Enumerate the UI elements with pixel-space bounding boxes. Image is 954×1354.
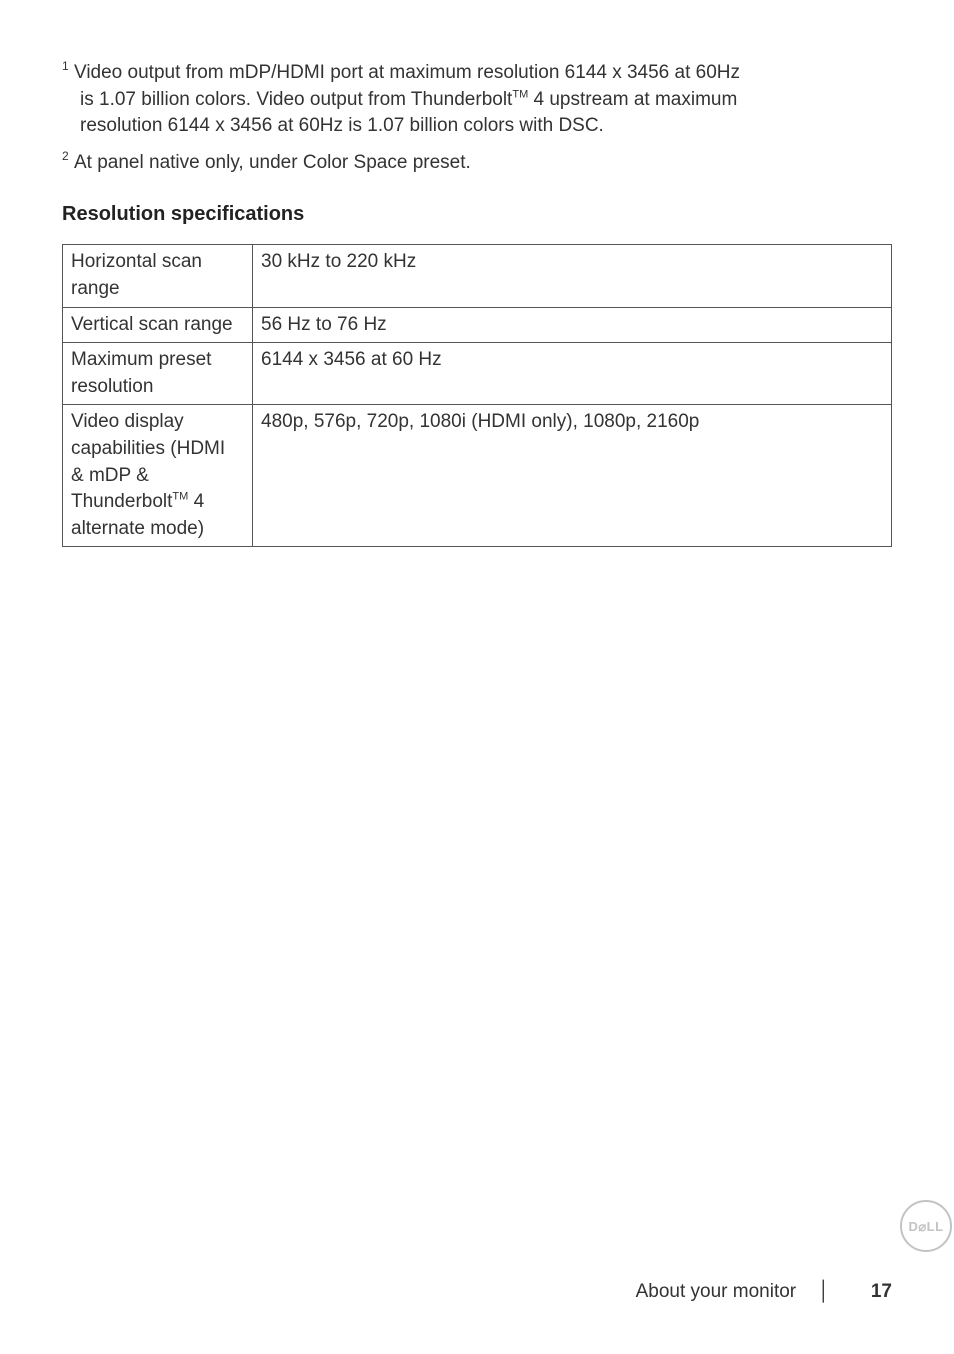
table-row: Horizontal scan range 30 kHz to 220 kHz: [63, 245, 892, 307]
footer-separator: │: [818, 1279, 830, 1306]
footnote-1: 1 Video output from mDP/HDMI port at max…: [62, 60, 892, 140]
section-heading-resolution-specifications: Resolution specifications: [62, 200, 892, 228]
footnote-2-marker: 2: [62, 148, 72, 175]
footnote-1-marker: 1: [62, 58, 72, 85]
svg-text:D⌀LL: D⌀LL: [908, 1219, 943, 1234]
table-row: Maximum preset resolution 6144 x 3456 at…: [63, 343, 892, 405]
spec-label: Video display capabilities (HDMI & mDP &…: [63, 405, 253, 547]
footnote-2-text: At panel native only, under Color Space …: [74, 150, 892, 177]
table-row: Vertical scan range 56 Hz to 76 Hz: [63, 307, 892, 343]
spec-value: 6144 x 3456 at 60 Hz: [253, 343, 892, 405]
footnote-2: 2 At panel native only, under Color Spac…: [62, 150, 892, 177]
footnote-1-line2: is 1.07 billion colors. Video output fro…: [62, 87, 892, 114]
footer-page-number: 17: [852, 1279, 892, 1306]
spec-label: Vertical scan range: [63, 307, 253, 343]
table-row: Video display capabilities (HDMI & mDP &…: [63, 405, 892, 547]
dell-logo-icon: D⌀LL: [898, 1198, 954, 1254]
spec-value: 30 kHz to 220 kHz: [253, 245, 892, 307]
footer-section-title: About your monitor: [636, 1279, 797, 1306]
spec-label: Horizontal scan range: [63, 245, 253, 307]
resolution-spec-table: Horizontal scan range 30 kHz to 220 kHz …: [62, 244, 892, 547]
spec-value: 56 Hz to 76 Hz: [253, 307, 892, 343]
footnote-1-line3: resolution 6144 x 3456 at 60Hz is 1.07 b…: [62, 113, 892, 140]
footnote-1-line1: Video output from mDP/HDMI port at maxim…: [74, 60, 892, 87]
page-footer: About your monitor │ 17: [62, 1279, 892, 1306]
spec-value: 480p, 576p, 720p, 1080i (HDMI only), 108…: [253, 405, 892, 547]
spec-label: Maximum preset resolution: [63, 343, 253, 405]
